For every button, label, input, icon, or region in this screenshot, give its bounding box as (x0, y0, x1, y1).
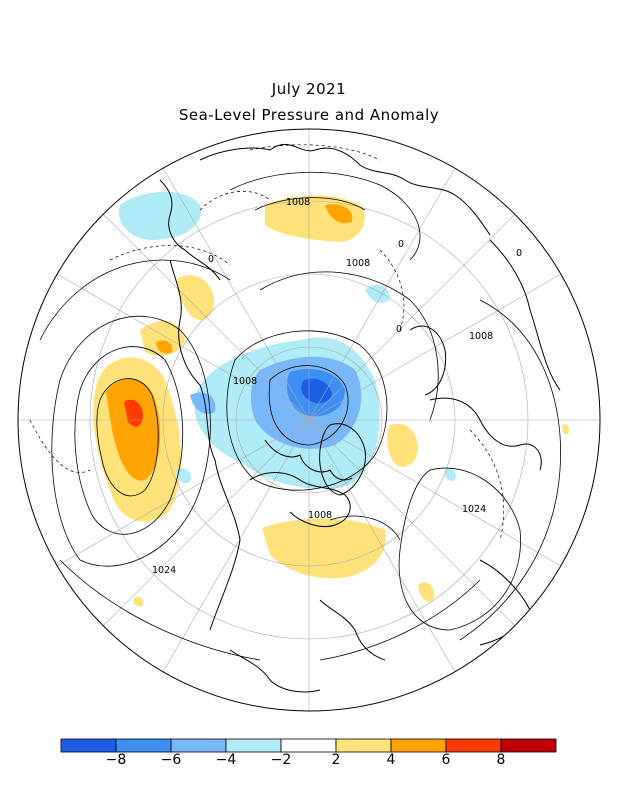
colorbar-tick-label: −8 (105, 752, 127, 768)
colorbar-tick-label: 4 (386, 752, 396, 768)
anomaly-negative-east-atlantic (365, 284, 390, 303)
colorbar-swatch (445, 738, 502, 753)
anomaly-positive-greenland-east (387, 423, 418, 467)
anomaly-negative-pacific-edge (176, 468, 191, 484)
colorbar-tick-label: 2 (331, 752, 341, 768)
coastlines (159, 143, 561, 693)
contour-label: 1008 (469, 331, 493, 342)
colorbar-swatch (115, 738, 172, 753)
colorbar-swatch (60, 738, 117, 753)
contour-labels: 1008 1008 1008 1008 1008 1024 1024 0 0 0… (152, 197, 522, 576)
colorbar-swatch (280, 738, 337, 753)
colorbar-swatch (170, 738, 227, 753)
contour-label: 0 (208, 254, 214, 265)
coast-central-america (319, 599, 386, 661)
colorbar-swatch (390, 738, 447, 753)
coast-east-asia (489, 239, 561, 391)
pressure-contours (39, 171, 561, 661)
contour-label: 0 (398, 239, 404, 250)
anomaly-positive-pacific-north (140, 320, 185, 356)
coast-europe (429, 397, 542, 471)
coast-europe-asia-north (199, 143, 491, 236)
colorbar-swatch (225, 738, 282, 753)
coast-canada-arctic (264, 439, 353, 481)
contour-label: 1024 (152, 565, 176, 576)
anomaly-positive-eurasia-north-inner (325, 204, 353, 224)
anomaly-shading (18, 129, 600, 711)
anomaly-negative-siberia (190, 392, 216, 415)
coast-north-america-west (169, 259, 241, 631)
anomaly-negative-atlantic-high (118, 191, 201, 240)
contour-label: 0 (516, 248, 522, 259)
colorbar-swatch (500, 738, 557, 753)
contour-label: 1008 (286, 197, 310, 208)
map-title: July 2021 (271, 80, 347, 98)
colorbar-tick-label: −6 (160, 752, 182, 768)
coast-scandinavia (409, 325, 447, 396)
contour-label: 1008 (308, 510, 332, 521)
anomaly-zero-contours (29, 144, 505, 541)
coast-south-america (229, 649, 321, 693)
anomaly-positive-atlantic (262, 518, 386, 579)
coast-alaska-russia (159, 179, 221, 281)
coast-hudson-bay (249, 472, 351, 527)
contour-label: 1008 (346, 258, 370, 269)
colorbar-tick-label: 8 (496, 752, 506, 768)
coast-greenland (319, 423, 366, 496)
anomaly-positive-africa (418, 582, 435, 602)
colorbar-swatch (335, 738, 392, 753)
colorbar-tick-label: 6 (441, 752, 451, 768)
colorbar-tick-label: −2 (270, 752, 292, 768)
colorbar-tick-label: −4 (215, 752, 237, 768)
graticule (18, 129, 600, 711)
contour-label: 1008 (233, 376, 257, 387)
contour-label: 1024 (462, 504, 486, 515)
anomaly-positive-alaska (177, 275, 214, 320)
anomaly-positive-pacific-north-inner (156, 340, 173, 354)
map-boundary (17, 128, 601, 712)
anomaly-positive-small-a (562, 424, 570, 435)
anomaly-positive-small-b (133, 596, 144, 607)
anomaly-positive-pacific-inner (106, 378, 161, 481)
contour-label: 0 (396, 324, 402, 335)
map-subtitle: Sea-Level Pressure and Anomaly (178, 106, 440, 124)
anomaly-negative-europe-small (444, 468, 456, 481)
